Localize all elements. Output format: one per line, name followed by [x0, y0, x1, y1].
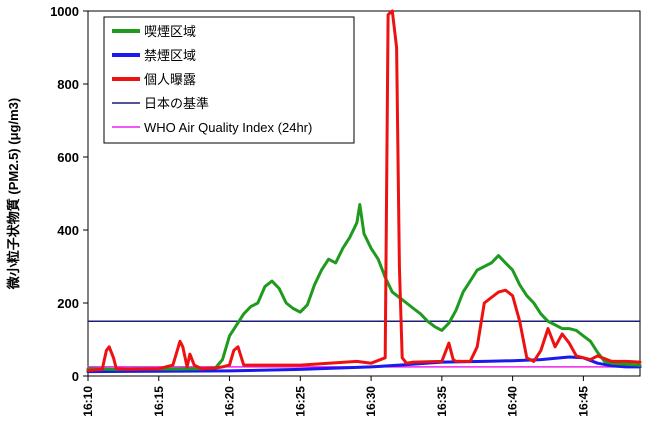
series-line-1	[86, 355, 642, 374]
y-tick-label: 1000	[50, 4, 79, 19]
plot-frame	[87, 10, 641, 377]
legend-label-0: 喫煙区域	[144, 24, 196, 39]
x-tick-label: 16:15	[152, 386, 166, 417]
y-tick-label: 400	[57, 223, 79, 238]
x-tick-label: 16:30	[364, 386, 378, 417]
y-tick-label: 800	[57, 77, 79, 92]
x-tick-label: 16:45	[576, 386, 590, 417]
y-tick-label: 0	[72, 369, 79, 384]
legend-label-3: 日本の基準	[144, 96, 209, 111]
y-axis-label-group: 微小粒子状物質 (PM2.5) (μg/m3)	[6, 98, 21, 290]
legend-label-1: 禁煙区域	[144, 48, 196, 63]
series-line-2	[86, 9, 642, 372]
x-tick-label: 16:10	[81, 386, 95, 417]
y-axis-label: 微小粒子状物質 (PM2.5) (μg/m3)	[6, 98, 21, 290]
x-tick-label: 16:25	[293, 386, 307, 417]
legend-label-2: 個人曝露	[144, 72, 196, 87]
x-tick-label: 16:20	[223, 386, 237, 417]
plot-area: 0 200 400 600 800 1000 16:10 16:15 16:20 16:25 16:…	[50, 4, 642, 417]
legend-label-4: WHO Air Quality Index (24hr)	[144, 120, 312, 135]
y-tick-label: 200	[57, 296, 79, 311]
legend-box	[103, 16, 355, 144]
x-tick-label: 16:35	[435, 386, 449, 417]
y-tick-label: 600	[57, 150, 79, 165]
x-tick-label: 16:40	[506, 386, 520, 417]
